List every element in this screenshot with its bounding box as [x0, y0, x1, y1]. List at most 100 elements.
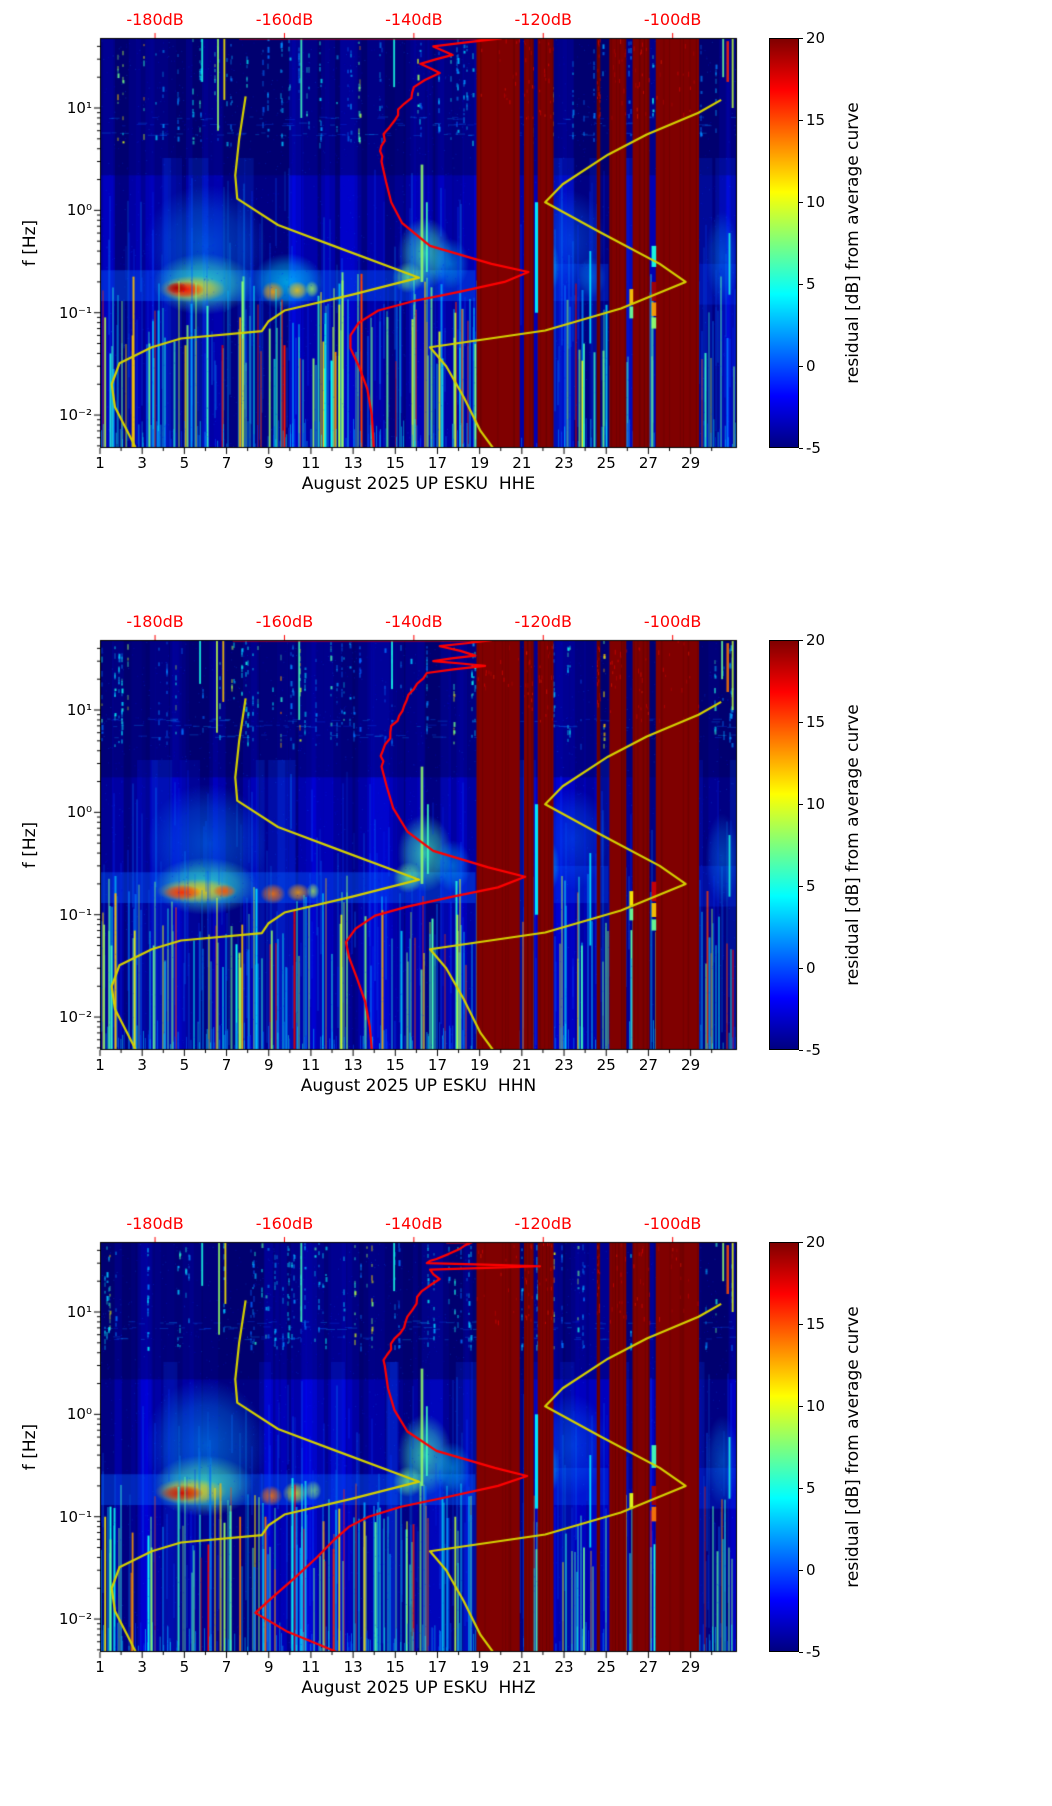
x-tick-label: 21	[512, 1658, 532, 1676]
colorbar-tick-label: 10	[806, 193, 826, 211]
colorbar-gradient	[769, 1242, 799, 1652]
top-db-tick-label: -180dB	[126, 612, 184, 631]
colorbar-tick-label: 5	[806, 877, 816, 895]
y-tick-label: 10⁰	[66, 803, 92, 822]
colorbar-tick-label: 0	[806, 357, 816, 375]
y-tick-label: 10⁻¹	[58, 1507, 92, 1526]
x-tick-label: 19	[470, 1056, 490, 1074]
colorbar-tick-mark	[799, 639, 803, 641]
x-tick-label: 1	[95, 454, 105, 472]
colorbar-tick-label: -5	[806, 439, 821, 457]
x-tick-label: 3	[137, 1658, 147, 1676]
top-db-tick-label: -160dB	[255, 10, 314, 29]
colorbar-tick-label: 20	[806, 631, 826, 649]
y-axis-label: f [Hz]	[20, 219, 40, 267]
top-db-tick-label: -160dB	[255, 612, 314, 631]
colorbar-tick-mark	[799, 201, 803, 203]
x-tick-label: 29	[681, 1658, 701, 1676]
top-db-tick-label: -120dB	[514, 10, 572, 29]
y-tick-label: 10⁻¹	[58, 905, 92, 924]
x-tick-label: 27	[638, 1658, 658, 1676]
x-tick-label: 23	[554, 1056, 574, 1074]
colorbar-tick-label: 15	[806, 111, 826, 129]
x-tick-label: 15	[385, 1056, 405, 1074]
top-db-tick-label: -140dB	[385, 1214, 443, 1233]
x-tick-label: 3	[137, 1056, 147, 1074]
x-tick-label: 17	[427, 1056, 448, 1074]
colorbar-tick-label: 10	[806, 1397, 826, 1415]
spectrogram-canvas-hhz	[90, 1232, 747, 1662]
x-tick-label: 17	[427, 454, 448, 472]
y-tick-label: 10⁰	[66, 1405, 92, 1424]
colorbar-tick-label: 20	[806, 1233, 826, 1251]
colorbar-tick-mark	[799, 1323, 803, 1325]
colorbar-tick-label: -5	[806, 1643, 821, 1661]
x-tick-label: 11	[301, 1658, 321, 1676]
x-tick-label: 13	[343, 1658, 363, 1676]
top-db-tick-label: -100dB	[643, 10, 702, 29]
x-tick-label: 7	[221, 1658, 232, 1676]
x-tick-label: 15	[385, 1658, 405, 1676]
x-tick-label: 3	[137, 454, 147, 472]
top-db-tick-label: -160dB	[255, 1214, 314, 1233]
x-tick-label: 5	[179, 454, 190, 472]
top-db-tick-label: -100dB	[643, 1214, 702, 1233]
x-tick-label: 27	[638, 454, 658, 472]
colorbar-gradient	[769, 38, 799, 448]
colorbar-tick-mark	[799, 1405, 803, 1407]
colorbar-tick-label: -5	[806, 1041, 821, 1059]
y-axis-label: f [Hz]	[20, 1423, 40, 1471]
colorbar-tick-mark	[799, 885, 803, 887]
x-tick-label: 17	[427, 1658, 448, 1676]
x-tick-label: 29	[681, 454, 701, 472]
colorbar-tick-mark	[799, 967, 803, 969]
colorbar-tick-label: 15	[806, 1315, 826, 1333]
y-tick-label: 10⁻²	[58, 406, 92, 425]
top-db-tick-label: -100dB	[643, 612, 702, 631]
colorbar-tick-label: 10	[806, 795, 826, 813]
x-tick-label: 21	[512, 454, 532, 472]
colorbar-tick-mark	[799, 803, 803, 805]
colorbar-tick-label: 5	[806, 1479, 816, 1497]
x-tick-label: 1	[95, 1056, 105, 1074]
x-tick-label: 11	[301, 454, 321, 472]
x-tick-label: 1	[95, 1658, 105, 1676]
x-tick-label: 7	[221, 454, 232, 472]
colorbar-tick-mark	[799, 283, 803, 285]
x-tick-label: 23	[554, 1658, 574, 1676]
colorbar-tick-mark	[799, 37, 803, 39]
x-tick-label: 9	[263, 1658, 274, 1676]
colorbar-tick-mark	[799, 721, 803, 723]
spectrogram-canvas-hhn	[90, 630, 747, 1060]
x-tick-label: 5	[179, 1056, 190, 1074]
top-db-tick-label: -120dB	[514, 612, 572, 631]
x-tick-label: 25	[596, 1056, 616, 1074]
top-db-tick-label: -140dB	[385, 10, 443, 29]
colorbar-tick-mark	[799, 365, 803, 367]
y-tick-label: 10⁻¹	[58, 303, 92, 322]
top-db-tick-label: -180dB	[126, 10, 184, 29]
y-tick-label: 10¹	[66, 99, 92, 117]
x-tick-label: 21	[512, 1056, 532, 1074]
x-tick-label: 27	[638, 1056, 658, 1074]
x-tick-label: 23	[554, 454, 574, 472]
y-tick-label: 10¹	[66, 1303, 92, 1321]
colorbar-label: residual [dB] from average curve	[843, 704, 863, 986]
y-tick-label: 10⁻²	[58, 1008, 92, 1027]
x-tick-label: 9	[263, 454, 274, 472]
colorbar-tick-mark	[799, 1049, 803, 1051]
spectrogram-panel-hhn: f [Hz] August 2025 UP ESKU HHN residual …	[0, 602, 1052, 1204]
top-db-tick-label: -180dB	[126, 1214, 184, 1233]
x-tick-label: 13	[343, 1056, 363, 1074]
colorbar-tick-mark	[799, 1487, 803, 1489]
x-tick-label: 25	[596, 454, 616, 472]
x-tick-label: 15	[385, 454, 405, 472]
colorbar-tick-label: 0	[806, 959, 816, 977]
y-tick-label: 10⁰	[66, 201, 92, 220]
spectrogram-panel-hhe: f [Hz] August 2025 UP ESKU HHE residual …	[0, 0, 1052, 602]
x-tick-label: 7	[221, 1056, 232, 1074]
colorbar-tick-label: 0	[806, 1561, 816, 1579]
colorbar-tick-mark	[799, 1241, 803, 1243]
x-tick-label: 9	[263, 1056, 274, 1074]
top-db-tick-label: -140dB	[385, 612, 443, 631]
